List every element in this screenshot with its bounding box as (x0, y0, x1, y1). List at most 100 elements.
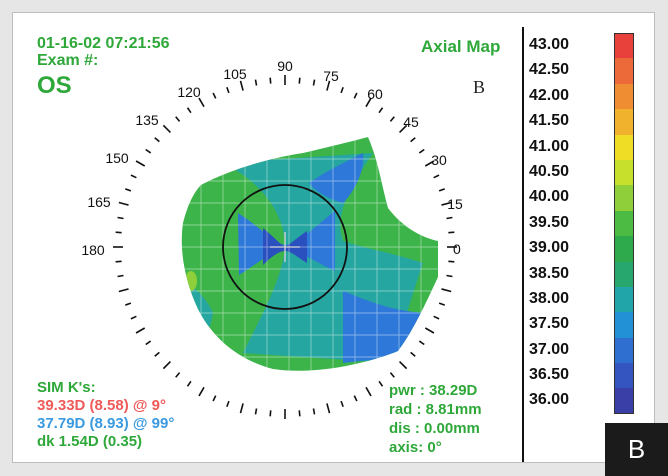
scale-row: 39.00 (529, 236, 649, 262)
angle-tick (135, 327, 146, 334)
angle-tick (438, 188, 446, 192)
angle-tick (115, 260, 122, 263)
angle-tick (212, 92, 217, 99)
angle-tick (340, 400, 344, 408)
angle-tick (154, 351, 160, 357)
scale-value: 36.50 (529, 366, 570, 384)
angle-tick (438, 302, 446, 306)
scale-row: 40.00 (529, 185, 649, 211)
scale-row: 36.00 (529, 388, 649, 414)
cornea-topography (181, 137, 438, 371)
angle-tick (130, 315, 137, 320)
scale-value: 40.00 (529, 188, 570, 206)
scale-row: 36.50 (529, 363, 649, 389)
angle-tick (117, 274, 124, 278)
power-readout: pwr : 38.29D (389, 382, 478, 399)
scale-row: 43.00 (529, 33, 649, 59)
angle-tick (410, 351, 416, 357)
angle-tick (175, 116, 181, 122)
scale-swatch (614, 185, 634, 211)
scale-value: 43.00 (529, 36, 570, 53)
scale-swatch (614, 83, 634, 110)
angle-tick (298, 410, 301, 417)
angle-tick (186, 107, 192, 114)
angle-tick (124, 188, 132, 192)
angle-tick (145, 340, 152, 346)
angle-tick (162, 124, 172, 134)
angle-tick (239, 80, 244, 91)
angle-label-90: 90 (277, 58, 293, 74)
sim-k-title: SIM K's: (37, 379, 96, 396)
exam-number-label: Exam #: (37, 52, 99, 69)
scale-value: 41.00 (529, 137, 570, 155)
angle-tick (448, 260, 455, 263)
angle-tick (340, 86, 344, 94)
scale-swatch (614, 159, 634, 186)
angle-tick (269, 410, 272, 417)
axis-readout: axis: 0° (389, 439, 442, 456)
scale-row: 42.50 (529, 58, 649, 84)
angle-tick (145, 148, 152, 154)
color-scale: 43.00 42.50 42.00 41.50 41.00 40.50 40.00 39.50… (529, 33, 649, 414)
angle-tick (433, 174, 440, 179)
scale-swatch (614, 58, 634, 84)
angle-tick (410, 137, 416, 143)
angle-tick (154, 137, 160, 143)
angle-tick (124, 302, 132, 306)
angle-tick (389, 116, 395, 122)
exam-datetime: 01-16-02 07:21:56 (37, 35, 170, 52)
angle-tick (353, 395, 358, 402)
angle-tick (198, 386, 205, 397)
angle-label-135: 135 (135, 112, 159, 128)
axial-map-panel: 90 75 60 45 30 15 0 105 120 135 150 165 … (12, 12, 655, 463)
angle-tick (353, 92, 358, 99)
angle-tick (135, 160, 146, 167)
angle-tick (175, 372, 181, 378)
angle-label-150: 150 (105, 150, 129, 166)
angle-tick (186, 380, 192, 387)
angle-tick (130, 174, 137, 179)
scale-row: 40.50 (529, 159, 649, 186)
pupil-circle (222, 184, 348, 310)
scale-row: 38.50 (529, 261, 649, 287)
angle-tick (365, 97, 372, 108)
scale-value: 39.50 (529, 213, 570, 231)
radius-readout: rad : 8.81mm (389, 401, 482, 418)
angle-label-0: 0 (453, 241, 461, 257)
angle-tick (365, 386, 372, 397)
angle-tick (446, 216, 453, 220)
angle-tick (378, 107, 384, 114)
scale-swatch (614, 261, 634, 287)
angle-tick (226, 86, 230, 94)
scale-row: 38.00 (529, 286, 649, 313)
angle-label-30: 30 (431, 152, 447, 168)
angle-tick (118, 288, 129, 293)
angle-tick (298, 77, 301, 84)
scale-value: 37.00 (529, 340, 570, 358)
angle-label-60: 60 (367, 86, 383, 102)
sim-k-delta: dk 1.54D (0.35) (37, 433, 143, 450)
angle-tick (254, 408, 258, 415)
angle-tick (312, 408, 316, 415)
angle-tick (239, 403, 244, 414)
angle-tick (441, 288, 452, 293)
scale-row: 37.00 (529, 337, 649, 364)
angle-label-180: 180 (81, 242, 105, 258)
angle-tick (326, 80, 331, 91)
scale-swatch (614, 236, 634, 262)
scale-value: 38.00 (529, 289, 570, 307)
scale-swatch (614, 388, 634, 414)
angle-tick (312, 79, 316, 86)
angle-label-120: 120 (177, 84, 201, 100)
angle-tick (389, 372, 395, 378)
angle-tick (441, 201, 452, 206)
angle-label-165: 165 (87, 194, 111, 210)
scale-value: 42.50 (529, 61, 570, 79)
scale-swatch (614, 312, 634, 338)
angle-label-75: 75 (323, 68, 339, 84)
scale-value: 37.50 (529, 315, 570, 333)
sim-k-flat: 37.79D (8.93) @ 99° (37, 415, 175, 432)
scale-value: 41.50 (529, 112, 570, 130)
angle-labels: 90 75 60 45 30 15 0 105 120 135 150 165 … (81, 58, 463, 258)
scale-row: 41.00 (529, 134, 649, 160)
